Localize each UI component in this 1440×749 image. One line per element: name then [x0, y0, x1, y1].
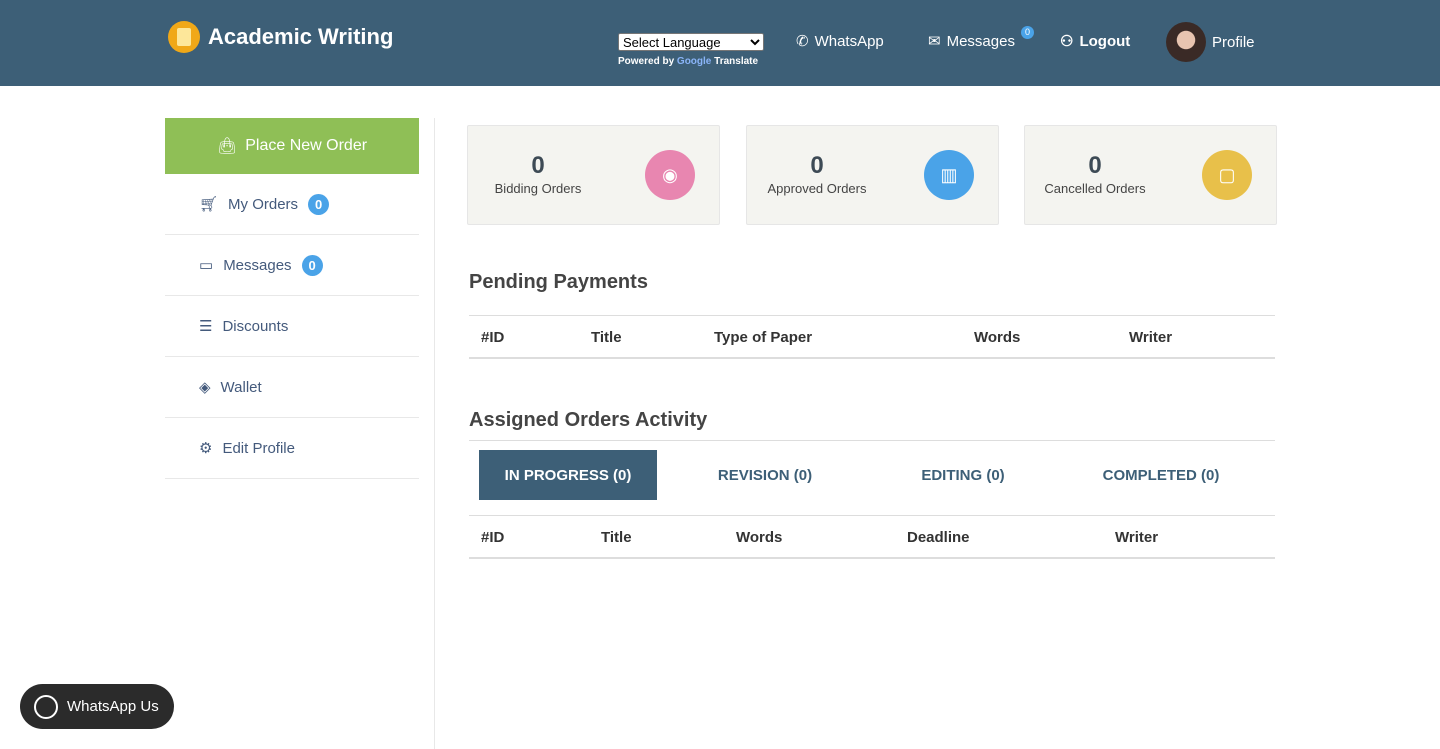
col-writer: Writer [1129, 329, 1173, 346]
powered-by: Powered by Google Translate [618, 56, 764, 67]
messages-badge: 0 [1020, 25, 1034, 39]
cart-icon: 🛒︎ [199, 196, 219, 213]
sidebar-item-label: Wallet [220, 378, 262, 396]
powered-by-text: Powered by [618, 56, 675, 67]
order-tabs: IN PROGRESS (0) REVISION (0) EDITING (0)… [469, 440, 1275, 516]
sidebar-item-messages[interactable]: ▭ Messages 0 [165, 235, 419, 296]
col-words: Words [736, 529, 783, 546]
sidebar-item-edit-profile[interactable]: ⚙ Edit Profile [165, 418, 419, 479]
nav-whatsapp[interactable]: ✆ WhatsApp [796, 32, 884, 51]
pending-table-header: #ID Title Type of Paper Words Writer [469, 315, 1275, 359]
bidding-orders-card[interactable]: 0 Bidding Orders ◉ [467, 125, 720, 225]
tab-revision[interactable]: REVISION (0) [717, 466, 813, 484]
sidebar-item-wallet[interactable]: ◈ Wallet [165, 357, 419, 418]
whatsapp-icon: ✆ [796, 33, 809, 50]
whatsapp-us-label: WhatsApp Us [67, 698, 159, 715]
sidebar-item-label: Edit Profile [222, 439, 295, 457]
tab-editing[interactable]: EDITING (0) [921, 466, 1005, 484]
layers-icon: ◈ [199, 379, 211, 396]
nav-profile[interactable]: Profile [1166, 22, 1255, 62]
google-logo: Google [676, 56, 712, 67]
card-label: Cancelled Orders [1044, 181, 1146, 196]
card-count: 0 [531, 152, 545, 179]
list-icon: ☰ [199, 318, 213, 335]
card-label: Bidding Orders [494, 181, 582, 196]
whatsapp-us-button[interactable]: WhatsApp Us [20, 684, 174, 729]
col-words: Words [974, 329, 1021, 346]
assigned-table-header: #ID Title Words Deadline Writer [469, 515, 1275, 559]
sidebar-item-my-orders[interactable]: 🛒︎ My Orders 0 [165, 174, 419, 235]
nav-logout[interactable]: ⚇ Logout [1060, 32, 1131, 51]
nav-profile-label: Profile [1212, 33, 1255, 51]
card-count: 0 [810, 152, 824, 179]
place-new-order-label: Place New Order [245, 137, 368, 154]
col-type: Type of Paper [714, 329, 813, 346]
bag-icon: 👜︎ [216, 138, 238, 155]
sidebar-item-label: My Orders [228, 195, 299, 213]
translate-link[interactable]: Translate [714, 56, 759, 67]
bag-icon: ▢ [1202, 150, 1252, 200]
col-id: #ID [481, 529, 505, 546]
orders-badge: 0 [308, 193, 330, 215]
chat-icon: ▭ [199, 257, 214, 274]
sidebar-item-discounts[interactable]: ☰ Discounts [165, 296, 419, 357]
tab-completed[interactable]: COMPLETED (0) [1102, 466, 1220, 484]
nav-logout-label: Logout [1079, 32, 1131, 50]
nav-messages-label: Messages [946, 32, 1015, 50]
cancelled-orders-card[interactable]: 0 Cancelled Orders ▢ [1024, 125, 1277, 225]
gear-icon: ⚙ [199, 440, 213, 457]
chart-icon: ▥ [924, 150, 974, 200]
brand-name: Academic Writing [208, 24, 394, 49]
brand-logo[interactable]: Academic Writing [168, 21, 393, 53]
whatsapp-icon [34, 694, 58, 719]
col-id: #ID [481, 329, 505, 346]
assigned-orders-title: Assigned Orders Activity [469, 409, 708, 431]
sidebar: 👜︎ Place New Order 🛒︎ My Orders 0 ▭ Messages… [165, 118, 419, 479]
user-icon: ⚇ [1060, 33, 1074, 50]
nav-messages[interactable]: ✉ Messages 0 [928, 25, 1034, 50]
sidebar-item-label: Discounts [222, 317, 289, 335]
notepad-icon [168, 21, 200, 53]
pending-payments-title: Pending Payments [469, 271, 648, 293]
envelope-icon: ✉ [928, 33, 941, 50]
language-select[interactable]: Select Language [618, 33, 764, 51]
approved-orders-card[interactable]: 0 Approved Orders ▥ [746, 125, 999, 225]
header: Academic Writing Select Language Powered… [0, 0, 1440, 86]
tab-in-progress[interactable]: IN PROGRESS (0) [479, 450, 657, 500]
place-new-order-button[interactable]: 👜︎ Place New Order [165, 118, 419, 174]
card-count: 0 [1088, 152, 1102, 179]
avatar [1166, 22, 1206, 62]
col-title: Title [591, 329, 622, 346]
messages-count-badge: 0 [301, 254, 323, 276]
eye-icon: ◉ [645, 150, 695, 200]
nav-whatsapp-label: WhatsApp [814, 32, 884, 50]
language-widget: Select Language Powered by Google Transl… [618, 33, 764, 67]
col-writer: Writer [1115, 529, 1159, 546]
card-label: Approved Orders [767, 181, 867, 196]
col-title: Title [601, 529, 632, 546]
divider [434, 118, 435, 749]
sidebar-item-label: Messages [223, 256, 292, 274]
col-deadline: Deadline [907, 529, 970, 546]
